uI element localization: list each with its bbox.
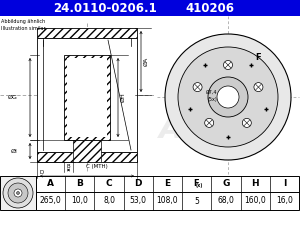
Text: ATE: ATE [159, 115, 221, 144]
Text: G: G [222, 180, 230, 189]
Circle shape [8, 183, 28, 203]
Text: 265,0: 265,0 [40, 196, 62, 205]
Text: (x): (x) [196, 183, 203, 188]
Circle shape [14, 189, 22, 197]
Text: H: H [251, 180, 259, 189]
Text: 108,0: 108,0 [157, 196, 178, 205]
Circle shape [254, 83, 263, 92]
Text: C (MTH): C (MTH) [86, 164, 108, 169]
Text: 160,0: 160,0 [244, 196, 266, 205]
Bar [0, 0, 300, 16]
Text: 68,0: 68,0 [218, 196, 234, 205]
Text: Abbildung ähnlich
Illustration similar: Abbildung ähnlich Illustration similar [1, 19, 46, 31]
Text: ØI: ØI [11, 148, 18, 153]
Bar [0, 176, 36, 210]
Circle shape [193, 83, 202, 92]
Text: (5x): (5x) [207, 97, 217, 103]
Bar [37, 152, 137, 162]
Circle shape [178, 47, 278, 147]
Bar [73, 140, 101, 162]
Circle shape [3, 178, 33, 208]
Text: 410206: 410206 [185, 2, 235, 14]
Circle shape [217, 86, 239, 108]
Bar [37, 28, 137, 38]
Text: C: C [106, 180, 112, 189]
Bar [37, 38, 137, 152]
Circle shape [208, 77, 248, 117]
Text: F: F [193, 180, 199, 189]
Text: A: A [47, 180, 54, 189]
Text: ØG: ØG [8, 95, 18, 100]
Text: B: B [76, 180, 83, 189]
Text: 8,0: 8,0 [103, 196, 115, 205]
Bar [36, 176, 299, 210]
Circle shape [242, 118, 251, 127]
Text: E: E [164, 180, 171, 189]
Text: 5: 5 [194, 196, 199, 205]
Text: ØA: ØA [144, 57, 149, 66]
Circle shape [224, 61, 232, 70]
Text: 10,0: 10,0 [71, 196, 88, 205]
Text: F: F [255, 52, 261, 61]
Circle shape [165, 34, 291, 160]
Bar [64, 55, 110, 140]
Text: D: D [40, 170, 44, 175]
Text: 53,0: 53,0 [130, 196, 147, 205]
Text: 24.0110-0206.1: 24.0110-0206.1 [53, 2, 157, 14]
Text: ØH: ØH [121, 93, 126, 102]
Text: 16,0: 16,0 [276, 196, 293, 205]
Text: I: I [283, 180, 286, 189]
Circle shape [205, 118, 214, 127]
Circle shape [16, 191, 20, 194]
Text: B: B [67, 164, 70, 169]
Text: D: D [134, 180, 142, 189]
Text: Ø7,4: Ø7,4 [206, 90, 218, 94]
Bar [67, 58, 107, 137]
